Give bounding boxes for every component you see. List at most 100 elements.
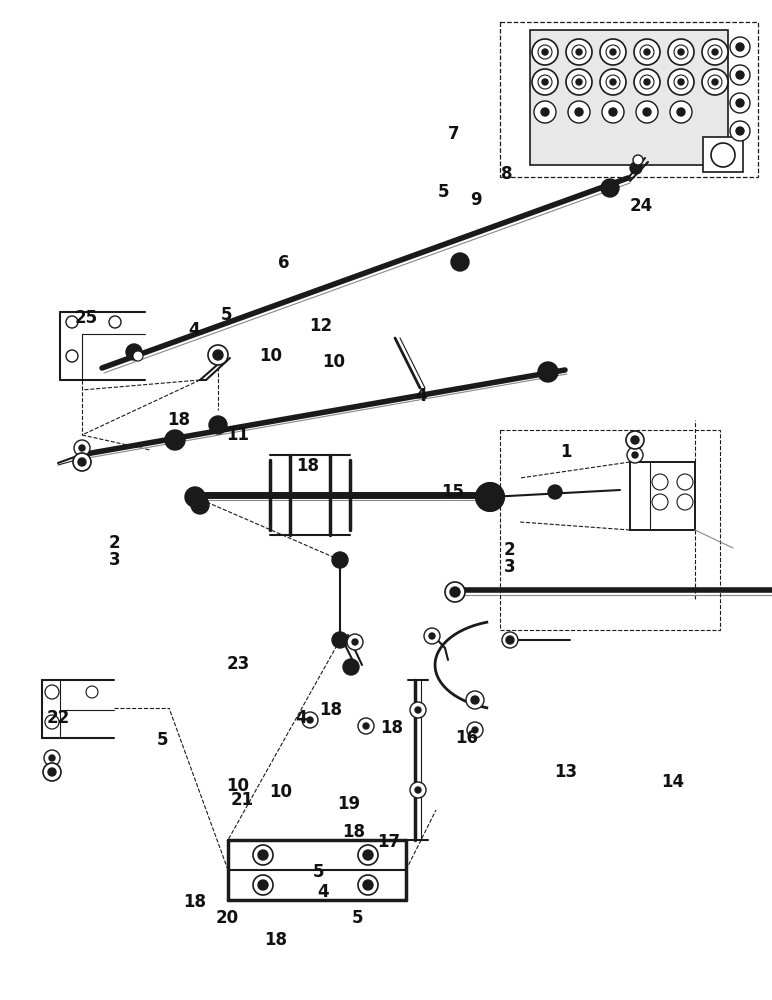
Circle shape <box>702 39 728 65</box>
Circle shape <box>632 452 638 458</box>
Circle shape <box>66 316 78 328</box>
Circle shape <box>43 763 61 781</box>
Text: 4: 4 <box>295 709 307 727</box>
Circle shape <box>451 253 469 271</box>
Circle shape <box>253 875 273 895</box>
Circle shape <box>674 45 688 59</box>
Circle shape <box>429 633 435 639</box>
Circle shape <box>712 49 718 55</box>
Circle shape <box>677 108 685 116</box>
Circle shape <box>634 39 660 65</box>
Circle shape <box>668 39 694 65</box>
Text: 18: 18 <box>296 457 319 475</box>
Text: 18: 18 <box>381 719 404 737</box>
Text: 15: 15 <box>442 483 465 501</box>
Circle shape <box>655 477 665 487</box>
Text: 5: 5 <box>352 909 363 927</box>
Circle shape <box>576 49 582 55</box>
Circle shape <box>49 755 55 761</box>
Text: 22: 22 <box>47 709 70 727</box>
Circle shape <box>352 639 358 645</box>
Circle shape <box>332 552 348 568</box>
Circle shape <box>631 436 639 444</box>
Circle shape <box>74 440 90 456</box>
Circle shape <box>636 101 658 123</box>
Circle shape <box>467 722 483 738</box>
Circle shape <box>670 101 692 123</box>
Circle shape <box>415 707 421 713</box>
Circle shape <box>476 483 504 511</box>
Circle shape <box>538 75 552 89</box>
Circle shape <box>44 750 60 766</box>
Text: 6: 6 <box>279 254 290 272</box>
Circle shape <box>66 350 78 362</box>
Circle shape <box>185 487 205 507</box>
Circle shape <box>302 712 318 728</box>
Text: 11: 11 <box>226 426 249 444</box>
Text: 24: 24 <box>629 197 652 215</box>
Circle shape <box>541 108 549 116</box>
Text: 4: 4 <box>188 321 201 339</box>
Circle shape <box>626 431 644 449</box>
Circle shape <box>730 65 750 85</box>
Circle shape <box>627 447 643 463</box>
Circle shape <box>445 582 465 602</box>
Circle shape <box>466 691 484 709</box>
Circle shape <box>208 345 228 365</box>
Text: 18: 18 <box>342 823 365 841</box>
Circle shape <box>640 45 654 59</box>
Circle shape <box>415 787 421 793</box>
Text: 20: 20 <box>215 909 239 927</box>
Circle shape <box>358 875 378 895</box>
Text: 4: 4 <box>415 387 428 405</box>
Text: 1: 1 <box>560 443 571 461</box>
Text: 3: 3 <box>503 558 516 576</box>
Text: 5: 5 <box>157 731 168 749</box>
Text: 5: 5 <box>313 863 324 881</box>
Circle shape <box>602 101 624 123</box>
Circle shape <box>708 75 722 89</box>
Circle shape <box>476 483 504 511</box>
Circle shape <box>343 659 359 675</box>
Bar <box>530 30 728 165</box>
Circle shape <box>78 458 86 466</box>
Circle shape <box>643 108 651 116</box>
Circle shape <box>576 79 582 85</box>
Text: 8: 8 <box>501 165 512 183</box>
Circle shape <box>191 496 209 514</box>
Circle shape <box>702 69 728 95</box>
Circle shape <box>736 43 744 51</box>
Circle shape <box>258 850 268 860</box>
Text: 2: 2 <box>503 541 516 559</box>
Circle shape <box>538 45 552 59</box>
Circle shape <box>253 845 273 865</box>
Circle shape <box>572 45 586 59</box>
Circle shape <box>610 79 616 85</box>
Circle shape <box>410 782 426 798</box>
Circle shape <box>655 497 665 507</box>
Circle shape <box>600 69 626 95</box>
Text: 18: 18 <box>183 893 206 911</box>
Circle shape <box>736 99 744 107</box>
Circle shape <box>332 632 348 648</box>
Circle shape <box>633 155 643 165</box>
Text: 16: 16 <box>455 729 479 747</box>
Circle shape <box>708 45 722 59</box>
Text: 17: 17 <box>377 833 400 851</box>
Circle shape <box>79 445 85 451</box>
Bar <box>703 137 743 172</box>
Circle shape <box>109 316 121 328</box>
Circle shape <box>410 702 426 718</box>
Circle shape <box>73 453 91 471</box>
Circle shape <box>258 880 268 890</box>
Text: 9: 9 <box>469 191 482 209</box>
Circle shape <box>566 39 592 65</box>
Circle shape <box>542 79 548 85</box>
Circle shape <box>363 723 369 729</box>
Circle shape <box>730 37 750 57</box>
Circle shape <box>644 79 650 85</box>
Text: 18: 18 <box>264 931 287 949</box>
Circle shape <box>730 93 750 113</box>
Circle shape <box>644 49 650 55</box>
Circle shape <box>363 850 373 860</box>
